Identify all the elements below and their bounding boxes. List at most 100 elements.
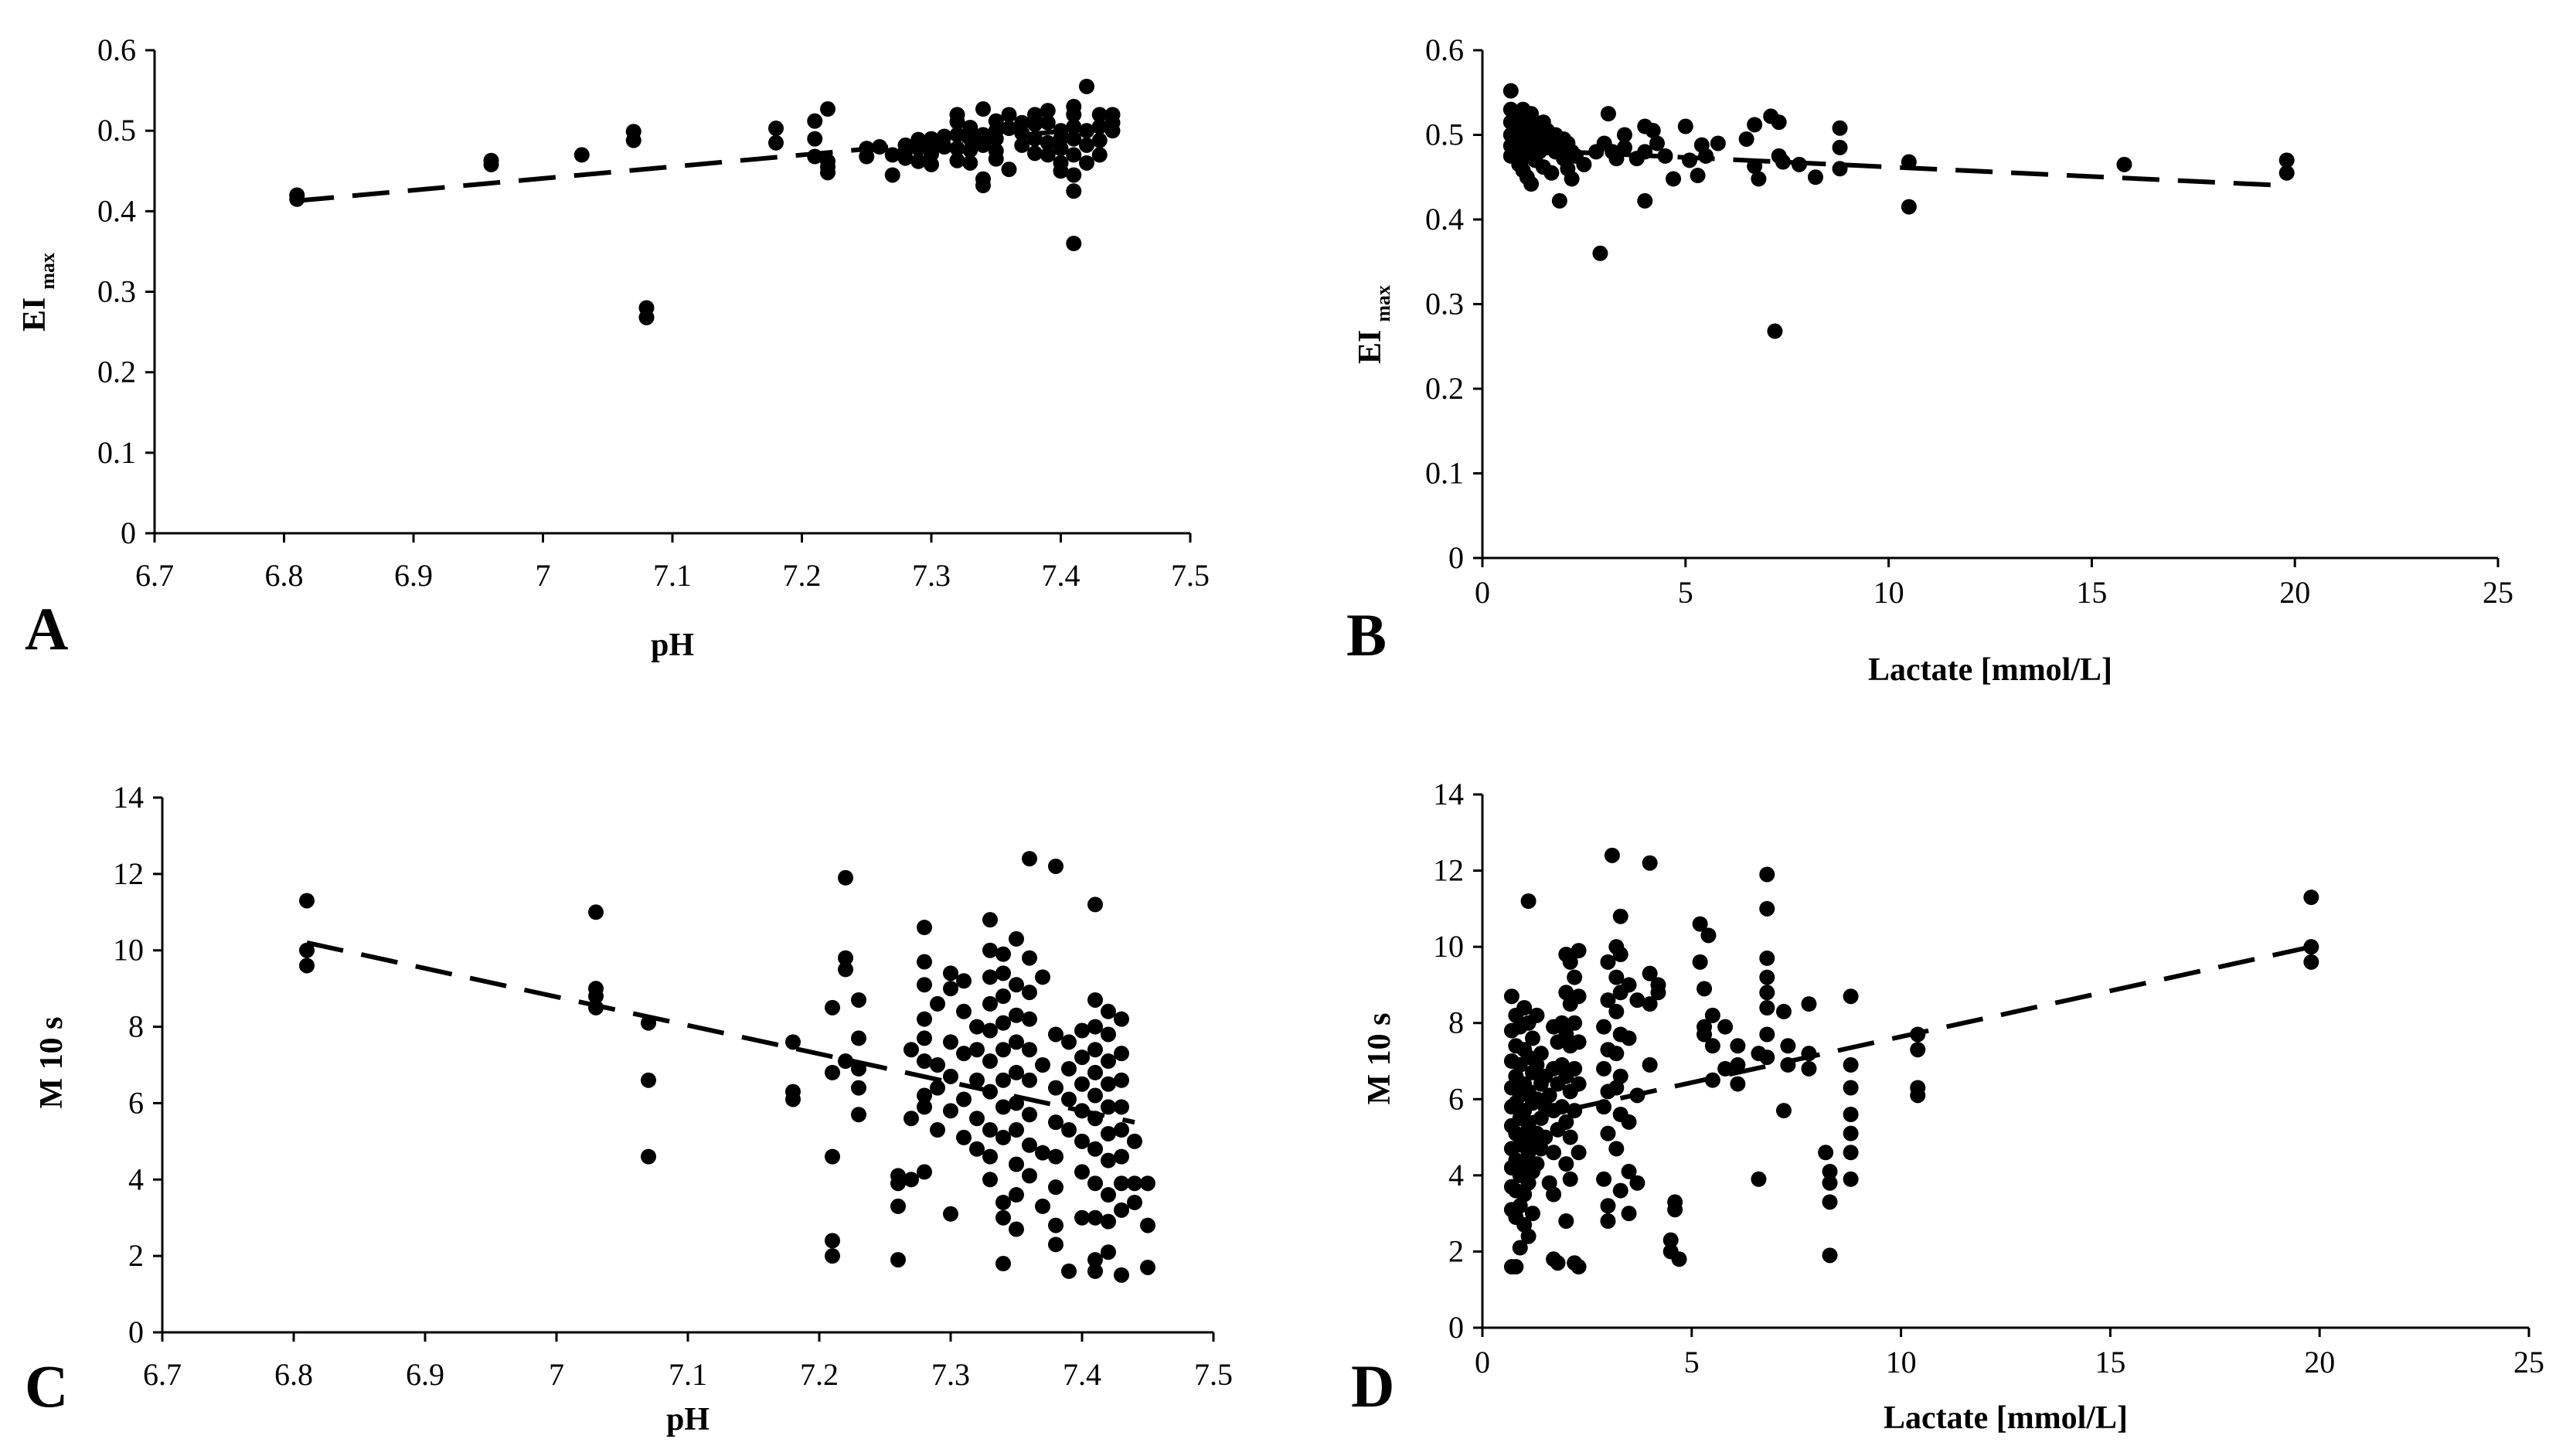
data-point (851, 992, 866, 1008)
data-point (1775, 1103, 1792, 1119)
data-point (825, 1064, 840, 1080)
data-point (917, 1164, 932, 1180)
data-point (1600, 1198, 1616, 1214)
data-point (588, 988, 604, 1005)
y-tick-label: 8 (1448, 1005, 1464, 1040)
data-point (982, 912, 998, 928)
data-point (299, 958, 315, 974)
data-point (1503, 988, 1520, 1005)
data-point (975, 178, 991, 193)
data-point (1843, 1145, 1859, 1161)
data-point (1642, 996, 1658, 1012)
data-point (1127, 1175, 1142, 1192)
data-point (1822, 1247, 1838, 1264)
data-point (995, 988, 1011, 1005)
data-point (930, 995, 945, 1012)
data-point (943, 1103, 958, 1119)
data-point (1621, 1114, 1637, 1130)
data-point (1087, 1042, 1103, 1058)
data-point (1066, 147, 1082, 163)
data-point (1101, 1125, 1116, 1141)
data-point (1101, 1003, 1116, 1019)
data-point (897, 150, 914, 166)
data-point (785, 1091, 801, 1107)
data-point (1529, 1007, 1545, 1023)
data-point (1751, 1171, 1767, 1187)
y-tick-label: 14 (1433, 777, 1464, 811)
panel-b: 0 0.1 0.2 0.3 0.4 0.5 0.6 0 5 10 15 20 25 Lactate [mm… (1346, 32, 2513, 688)
data-point (1114, 1148, 1129, 1165)
x-tick-label: 7.3 (912, 558, 951, 593)
data-point (1621, 1030, 1637, 1046)
x-tick-label: 7 (549, 1357, 564, 1392)
data-point (1843, 1171, 1859, 1187)
data-point (838, 961, 853, 978)
y-tick-label: 2 (128, 1238, 144, 1273)
data-point (1053, 163, 1069, 179)
data-point (1562, 954, 1578, 970)
data-point (1140, 1217, 1155, 1233)
data-point (820, 153, 835, 169)
data-point (1600, 954, 1616, 970)
data-point (1710, 135, 1726, 151)
data-point (917, 1099, 932, 1115)
y-tick-label: 0.4 (97, 193, 136, 228)
data-point (943, 1068, 958, 1084)
data-point (890, 1252, 906, 1268)
data-point (1009, 1034, 1024, 1050)
data-point (1061, 1060, 1077, 1077)
data-point (641, 1072, 656, 1088)
data-point (1612, 1068, 1628, 1084)
data-point (995, 1015, 1011, 1031)
data-point (1027, 145, 1043, 162)
data-point (1600, 1125, 1616, 1141)
data-point (943, 1034, 958, 1050)
data-point (884, 147, 900, 163)
x-tick-label: 7.3 (931, 1357, 970, 1392)
x-tick-label: 20 (2279, 575, 2310, 610)
data-point (1843, 1125, 1859, 1141)
data-point (1666, 171, 1682, 187)
data-point (825, 1148, 840, 1165)
data-point (1087, 1087, 1103, 1104)
y-axis-title-main: EI (17, 298, 53, 332)
y-axis-title-subscript: max (1372, 285, 1394, 322)
data-point (807, 131, 823, 147)
x-tick-label: 0 (1475, 575, 1490, 610)
data-point (1600, 1213, 1616, 1229)
data-point (1759, 900, 1775, 917)
panel-letter: A (25, 595, 68, 662)
data-point (1832, 139, 1848, 155)
data-point (1074, 1209, 1090, 1226)
data-point (1101, 1152, 1116, 1169)
panel-a: 0 0.1 0.2 0.3 0.4 0.5 0.6 6.7 6.8 6.9 7 7.1 7.2 7.3 7.… (17, 32, 1210, 663)
data-point (1592, 245, 1608, 261)
y-axis-title: M 10 s (1362, 1013, 1397, 1105)
data-point (982, 1122, 998, 1138)
data-point (1562, 1171, 1578, 1187)
data-point (1009, 1187, 1024, 1203)
x-tick-label: 5 (1678, 575, 1693, 610)
data-point (1066, 131, 1082, 147)
data-point (969, 1111, 985, 1127)
data-point (917, 1087, 932, 1104)
data-point (995, 1209, 1011, 1226)
data-point (1114, 1099, 1129, 1115)
data-point (1717, 1019, 1734, 1035)
y-tick-label: 2 (1448, 1233, 1464, 1268)
data-point (1087, 1064, 1103, 1080)
data-point (910, 153, 927, 169)
data-point (995, 1072, 1011, 1088)
data-point (1567, 1060, 1583, 1077)
data-point (768, 121, 784, 137)
data-point (1087, 1175, 1103, 1192)
data-point (1040, 114, 1056, 131)
data-point (1818, 1145, 1834, 1161)
data-point (1751, 171, 1767, 187)
data-point (1074, 1022, 1090, 1039)
y-axis-title-main: M 10 s (34, 1017, 70, 1109)
data-point (1101, 1099, 1116, 1115)
data-point (904, 1172, 919, 1188)
data-point (1767, 323, 1783, 339)
